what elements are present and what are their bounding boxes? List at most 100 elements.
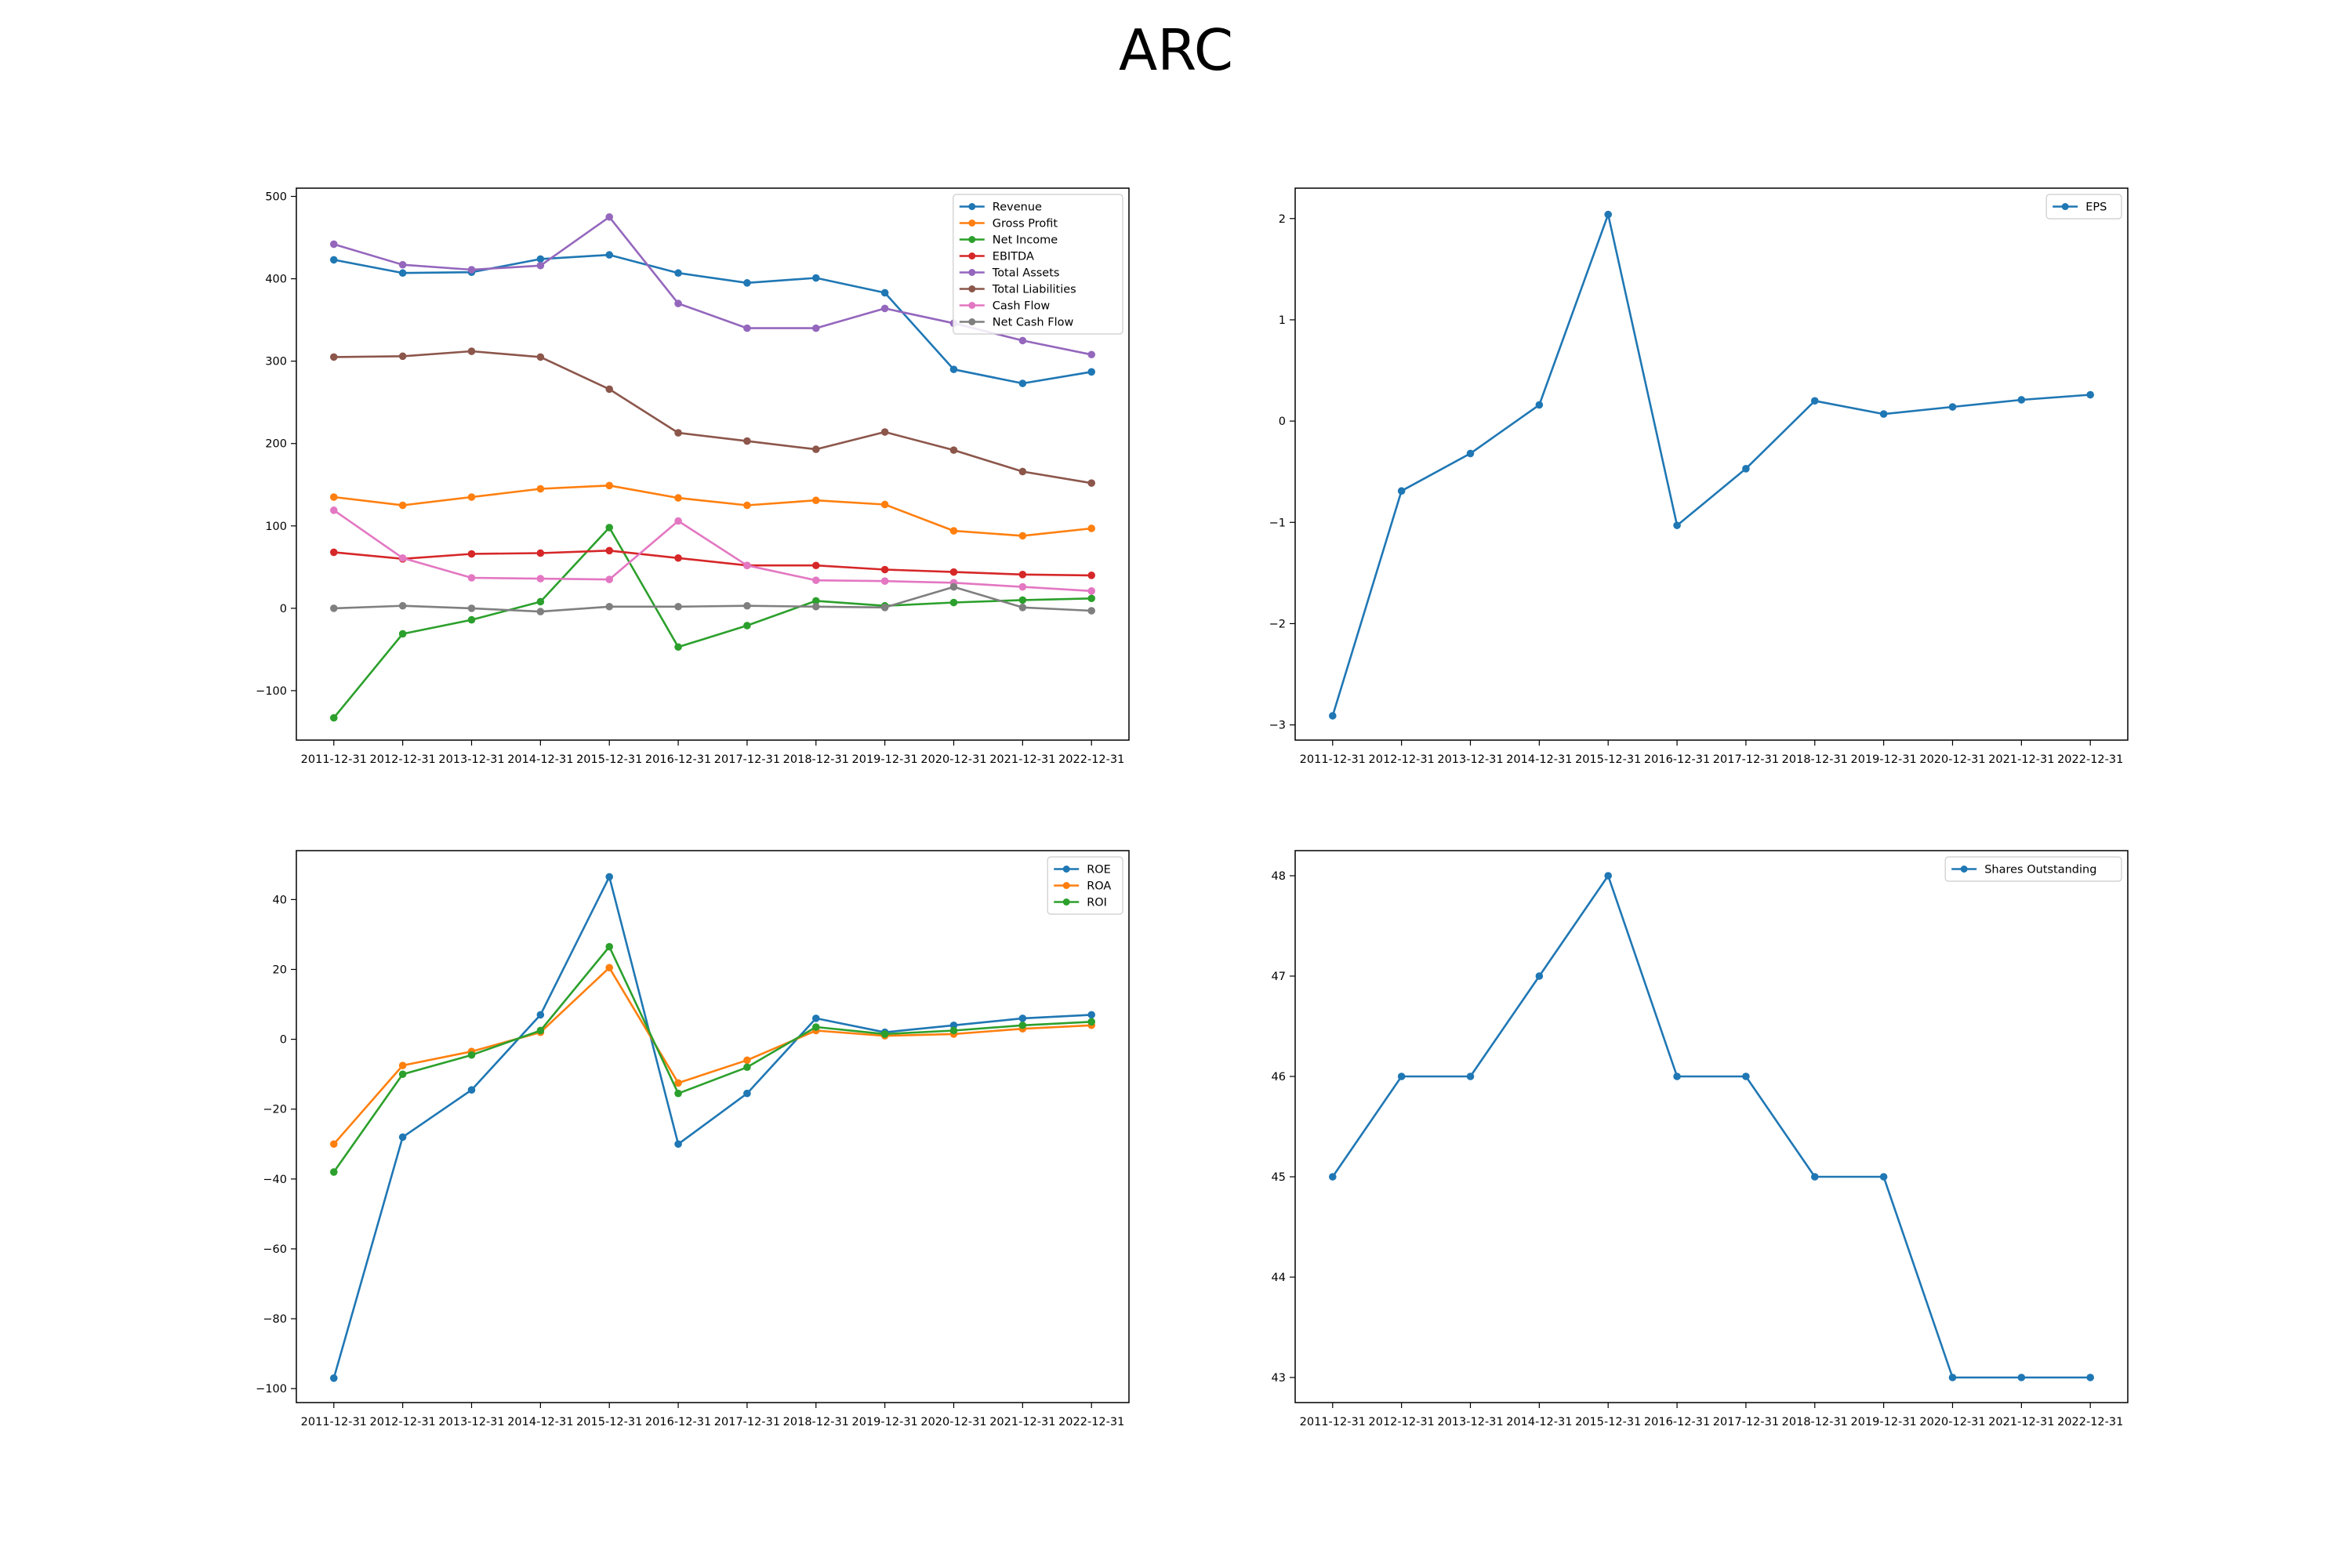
series-line-net-cash-flow — [333, 586, 1092, 613]
data-point-shares-outstanding — [1397, 1073, 1406, 1080]
data-point-ebitda — [605, 546, 614, 555]
x-tick-label: 2011-12-31 — [1300, 1416, 1366, 1428]
data-point-shares-outstanding — [2017, 1374, 2026, 1381]
y-tick-label: 46 — [1272, 1071, 1286, 1083]
data-point-net-income — [743, 622, 751, 630]
x-tick-label: 2021-12-31 — [1988, 753, 2054, 766]
data-point-eps — [1879, 410, 1888, 418]
x-tick-label: 2016-12-31 — [1644, 753, 1710, 766]
data-point-ebitda — [467, 550, 476, 558]
x-tick-label: 2011-12-31 — [301, 753, 367, 766]
data-point-revenue — [605, 251, 614, 259]
x-tick-label: 2012-12-31 — [370, 753, 436, 766]
data-point-roi — [949, 1026, 958, 1035]
x-tick-label: 2020-12-31 — [1919, 753, 1985, 766]
x-tick-label: 2022-12-31 — [2057, 753, 2123, 766]
x-tick-label: 2013-12-31 — [1437, 753, 1503, 766]
data-point-net-income — [811, 597, 820, 605]
data-point-total-liabilities — [605, 385, 614, 394]
legend — [953, 194, 1123, 335]
x-tick-label: 2013-12-31 — [438, 1416, 504, 1428]
plot-frame — [1294, 850, 2129, 1403]
data-point-total-assets — [605, 212, 614, 221]
data-point-roi — [674, 1089, 682, 1098]
data-point-revenue — [1018, 379, 1027, 387]
y-tick-label: 48 — [1272, 870, 1286, 883]
x-tick-label: 2021-12-31 — [989, 753, 1055, 766]
data-point-shares-outstanding — [1604, 872, 1613, 880]
y-tick-label: −2 — [1269, 618, 1286, 630]
data-point-total-assets — [536, 261, 545, 270]
data-point-gross-profit — [329, 493, 338, 501]
x-tick-label: 2020-12-31 — [920, 1416, 986, 1428]
data-point-shares-outstanding — [1328, 1173, 1337, 1181]
data-point-cash-flow — [1018, 583, 1027, 591]
y-tick-label: 1 — [1279, 314, 1286, 327]
legend-marker-total-assets — [968, 269, 976, 276]
data-point-roi — [1087, 1018, 1096, 1026]
y-tick-label: −3 — [1269, 720, 1286, 732]
data-point-eps — [1397, 487, 1406, 495]
data-point-roi — [1018, 1021, 1027, 1029]
data-point-eps — [2017, 396, 2026, 404]
y-tick-label: 100 — [265, 521, 287, 533]
data-point-gross-profit — [398, 501, 407, 510]
data-point-roi — [398, 1070, 407, 1078]
data-point-cash-flow — [743, 561, 751, 570]
x-tick-label: 2017-12-31 — [714, 1416, 780, 1428]
y-tick-label: −100 — [256, 1383, 287, 1396]
legend-label-roi: ROI — [1087, 897, 1107, 909]
data-point-net-cash-flow — [329, 604, 338, 612]
series-line-gross-profit — [333, 484, 1092, 537]
data-point-total-assets — [398, 260, 407, 269]
data-point-net-cash-flow — [605, 602, 614, 611]
series-line-ebitda — [333, 549, 1092, 577]
data-point-net-cash-flow — [811, 602, 820, 611]
x-tick-label: 2019-12-31 — [1851, 1416, 1917, 1428]
data-point-total-assets — [467, 266, 476, 274]
data-point-gross-profit — [536, 485, 545, 493]
series-line-eps — [1331, 213, 2091, 717]
data-point-revenue — [1087, 368, 1096, 376]
series-line-revenue — [333, 253, 1092, 385]
y-tick-label: 0 — [280, 603, 287, 615]
legend-marker-revenue — [968, 203, 976, 210]
data-point-gross-profit — [1087, 524, 1096, 532]
data-point-ebitda — [1018, 571, 1027, 579]
data-point-net-cash-flow — [398, 601, 407, 610]
data-point-net-cash-flow — [674, 602, 682, 611]
legend-label-eps: EPS — [2085, 201, 2107, 214]
x-tick-label: 2022-12-31 — [1058, 753, 1124, 766]
x-tick-label: 2018-12-31 — [783, 1416, 849, 1428]
data-point-total-liabilities — [811, 445, 820, 453]
data-point-eps — [1810, 397, 1819, 405]
series-line-roe — [332, 876, 1092, 1379]
data-point-shares-outstanding — [1466, 1073, 1475, 1080]
legend-marker-eps — [2061, 203, 2069, 210]
x-tick-label: 2015-12-31 — [1575, 1416, 1641, 1428]
data-point-revenue — [811, 274, 820, 282]
data-point-net-income — [467, 615, 476, 624]
y-tick-label: 500 — [265, 191, 287, 204]
legend-marker-roa — [1062, 882, 1070, 889]
series-line-cash-flow — [333, 509, 1092, 593]
data-point-gross-profit — [743, 501, 751, 510]
data-point-total-assets — [1087, 350, 1096, 359]
legend-marker-net-cash-flow — [968, 318, 976, 325]
data-point-cash-flow — [467, 574, 476, 582]
data-point-eps — [1673, 521, 1681, 529]
data-point-net-cash-flow — [1018, 604, 1027, 612]
data-point-eps — [1535, 401, 1544, 409]
legend-marker-shares-outstanding — [1960, 866, 1968, 873]
data-point-ebitda — [949, 568, 958, 576]
data-point-net-cash-flow — [880, 604, 889, 612]
data-point-revenue — [398, 269, 407, 278]
series-line-shares-outstanding — [1331, 874, 2091, 1379]
data-point-shares-outstanding — [1879, 1173, 1888, 1181]
data-point-roe — [467, 1086, 476, 1094]
data-point-roe — [329, 1374, 338, 1382]
data-point-net-cash-flow — [743, 601, 751, 610]
data-point-total-assets — [743, 324, 751, 332]
data-point-net-cash-flow — [536, 608, 545, 615]
